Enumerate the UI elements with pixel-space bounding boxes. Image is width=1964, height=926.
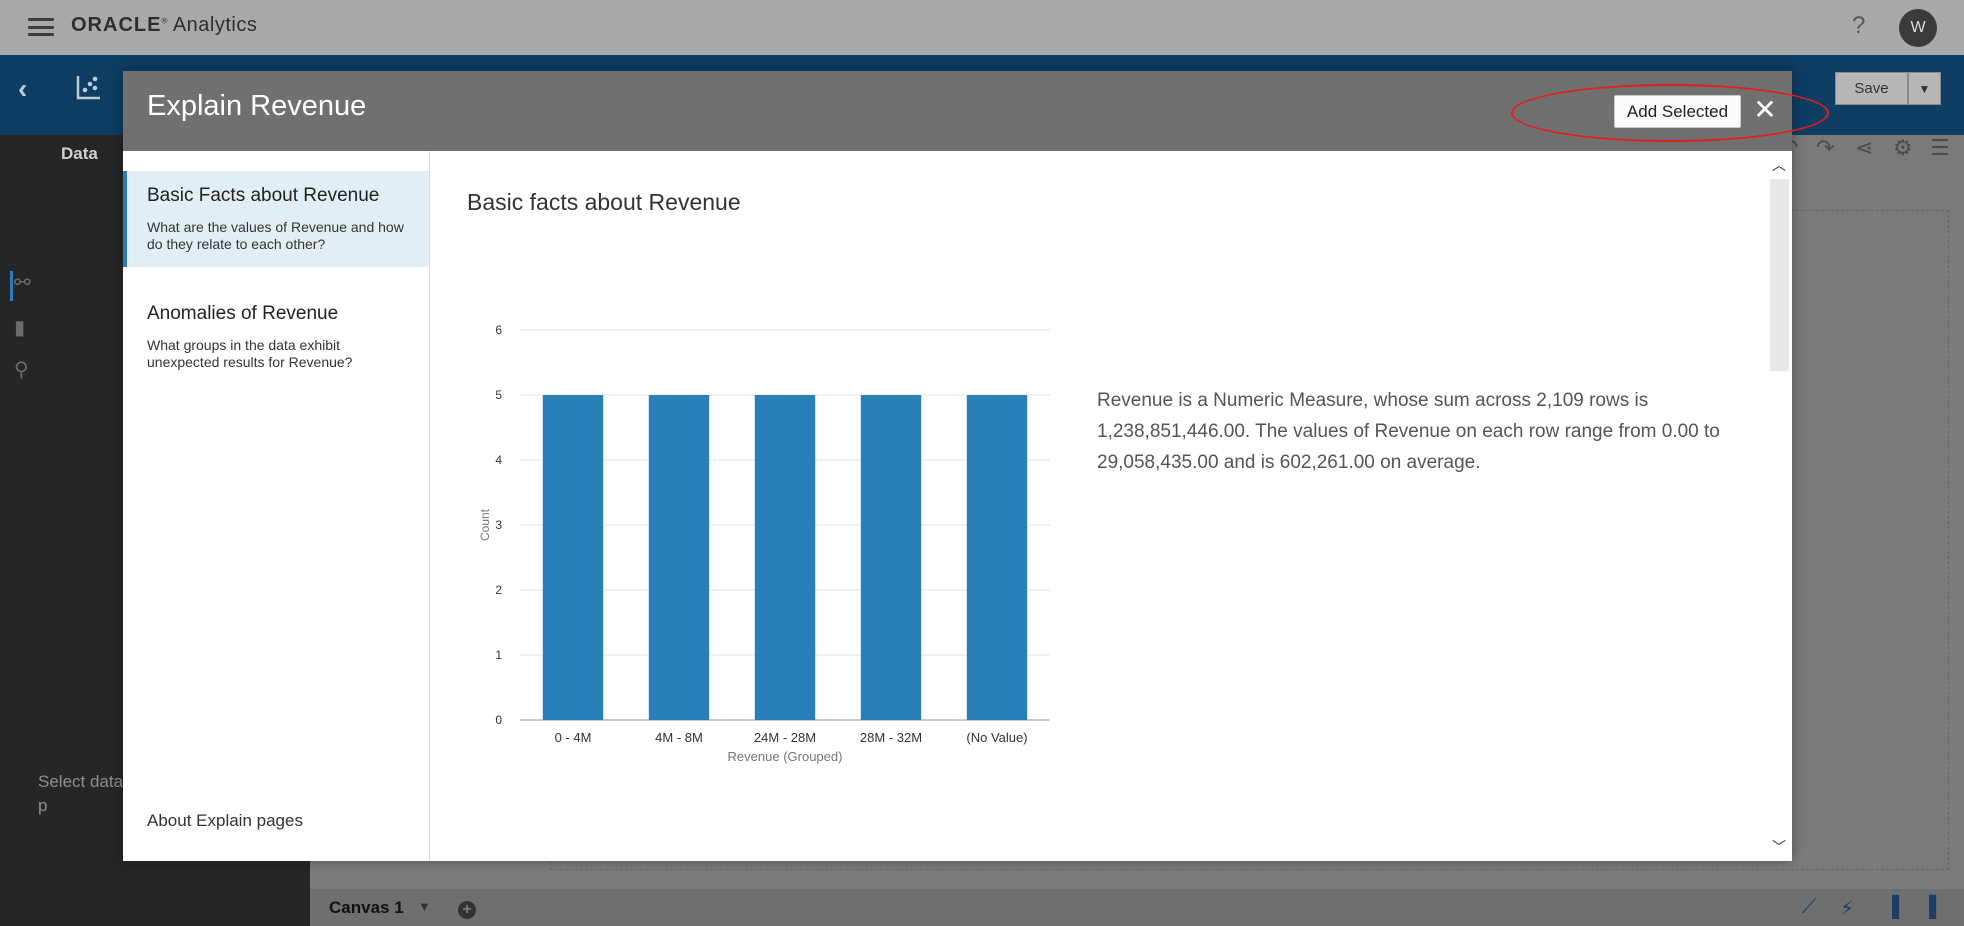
grammar-icon[interactable]: ⟋ [1802, 896, 1816, 918]
scroll-up-icon[interactable]: ︿ [1772, 157, 1786, 173]
data-panel-icon[interactable]: ⚯ [14, 272, 31, 294]
rail-active-indicator [10, 271, 13, 301]
brand-product: Analytics [172, 14, 258, 36]
canvas-toolbar: ↶ ↷ ⋖ ⚙ ☰ [1780, 135, 1964, 175]
add-canvas-icon[interactable]: + [458, 901, 476, 919]
nav-item-description: What groups in the data exhibit unexpect… [147, 337, 353, 370]
explain-dialog: Explain Revenue Add Selected ✕ Basic Fac… [123, 71, 1792, 861]
data-panel-hint: Select data p [38, 772, 124, 815]
left-rail: ⚯ ▮ ⚲ [0, 135, 123, 926]
x-tick-label: 24M - 28M [754, 730, 816, 745]
auto-apply-icon[interactable]: ⚡ [1840, 898, 1855, 920]
scrollbar-thumb[interactable] [1770, 179, 1789, 371]
save-dropdown-icon[interactable]: ▼ [1908, 72, 1941, 105]
visualize-icon[interactable] [75, 73, 103, 101]
bar [542, 395, 604, 720]
x-tick-label: 28M - 32M [860, 730, 922, 745]
x-tick-label: 0 - 4M [555, 730, 592, 745]
scroll-down-icon[interactable]: ﹀ [1772, 839, 1786, 855]
bar [860, 395, 922, 720]
avatar[interactable]: W [1899, 9, 1937, 47]
nav-item-basic-facts[interactable]: Basic Facts about Revenue What are the v… [123, 171, 429, 267]
y-axis-title: Count [478, 508, 492, 541]
bar [754, 395, 816, 720]
nav-item-title: Basic Facts about Revenue [147, 185, 380, 206]
properties-toggle-icon[interactable]: ▐ [1922, 896, 1937, 918]
y-tick-label: 5 [495, 388, 502, 402]
canvas-tab[interactable]: Canvas 1 [329, 898, 404, 917]
y-tick-label: 4 [495, 453, 502, 467]
dialog-title: Explain Revenue [147, 90, 367, 122]
brand-oracle: ORACLE [71, 14, 162, 36]
section-description: Revenue is a Numeric Measure, whose sum … [1097, 390, 1720, 473]
panel-toggle-icon[interactable]: ▐ [1885, 896, 1900, 918]
y-tick-label: 6 [495, 323, 502, 337]
revenue-bar-chart: 0 1 2 3 4 5 6 0 - 4M 4M - 8M 24M - 28M 28M - 32M (N… [478, 323, 1050, 764]
brand-logo: ORACLE® Analytics [71, 14, 258, 36]
save-button[interactable]: Save [1835, 72, 1908, 105]
bar [648, 395, 710, 720]
nav-item-title: Anomalies of Revenue [147, 303, 339, 324]
canvas-tab-bar: Canvas 1 ▼ + ⟋ ⚡ ▐ ▐ [310, 889, 1964, 926]
settings-icon[interactable]: ⚙ [1893, 135, 1913, 160]
add-selected-button[interactable]: Add Selected [1614, 95, 1741, 128]
data-panel-title: Data [61, 144, 98, 163]
redo-icon[interactable]: ↷ [1816, 135, 1835, 160]
visualizations-icon[interactable]: ▮ [14, 317, 26, 339]
x-tick-label: (No Value) [966, 730, 1027, 745]
content-scrollbar[interactable]: ︿ ﹀ [1766, 151, 1792, 861]
x-tick-label: 4M - 8M [655, 730, 703, 745]
about-explain-link[interactable]: About Explain pages [147, 811, 303, 830]
bar [966, 395, 1028, 720]
y-tick-label: 1 [495, 648, 502, 662]
nav-item-description: What are the values of Revenue and how d… [147, 219, 404, 252]
share-icon[interactable]: ⋖ [1855, 135, 1874, 160]
nav-item-anomalies[interactable]: Anomalies of Revenue What groups in the … [123, 289, 429, 385]
app-header: ORACLE® Analytics ? W [0, 0, 1964, 55]
help-icon[interactable]: ? [1852, 12, 1866, 39]
analytics-icon[interactable]: ⚲ [14, 359, 29, 381]
explain-content: Basic facts about Revenue 0 1 2 3 4 5 6 0 - 4M 4… [430, 151, 1792, 861]
explain-nav: Basic Facts about Revenue What are the v… [123, 151, 430, 861]
x-axis-title: Revenue (Grouped) [728, 749, 843, 764]
canvas-tab-dropdown-icon[interactable]: ▼ [418, 899, 431, 914]
back-arrow-icon[interactable]: ‹ [18, 73, 28, 104]
close-icon[interactable]: ✕ [1753, 94, 1777, 125]
menu-icon[interactable]: ☰ [1930, 135, 1950, 160]
y-tick-label: 2 [495, 583, 502, 597]
section-title: Basic facts about Revenue [467, 189, 741, 215]
dialog-header: Explain Revenue Add Selected ✕ [123, 71, 1792, 151]
y-tick-label: 3 [495, 518, 502, 532]
hamburger-menu-icon[interactable] [28, 18, 54, 36]
y-tick-label: 0 [495, 713, 502, 727]
